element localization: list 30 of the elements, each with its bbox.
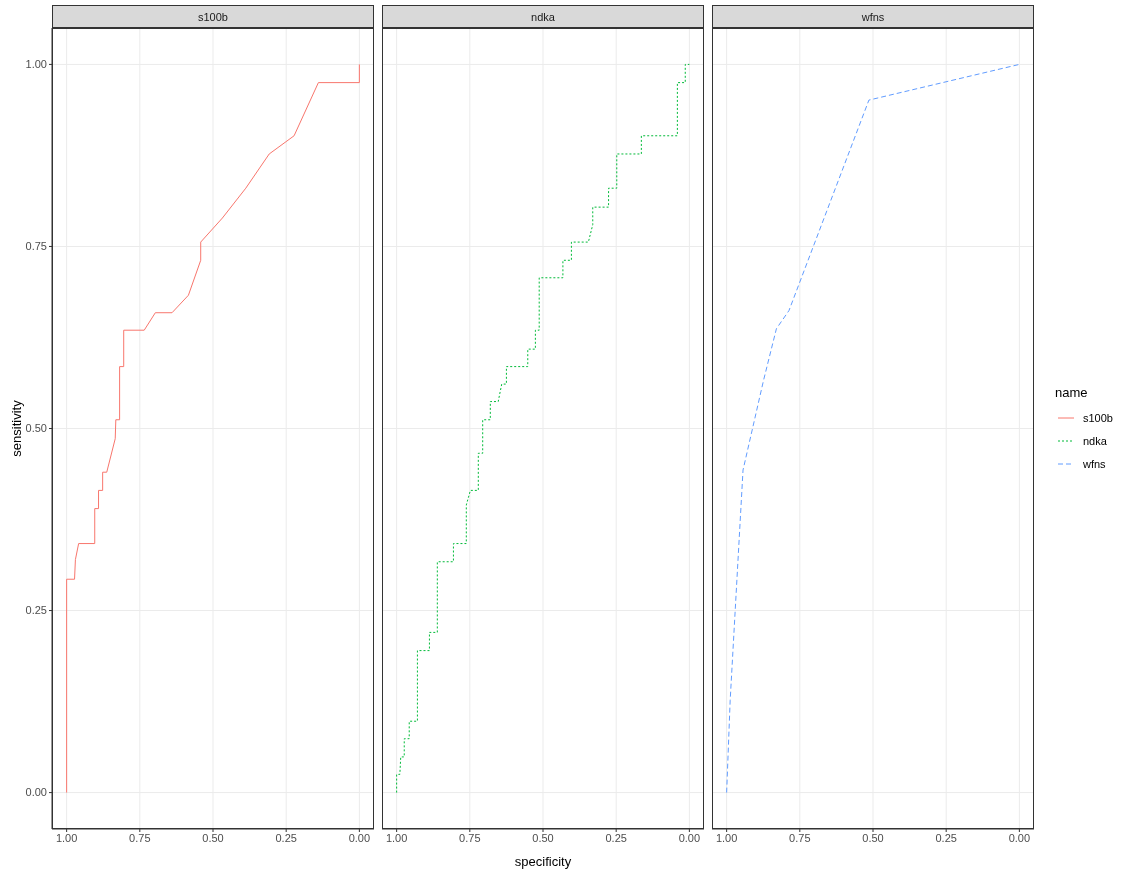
x-tick-label: 0.50: [532, 831, 554, 844]
legend-title: name: [1055, 385, 1089, 400]
legend-label: ndka: [1083, 434, 1107, 447]
chart-title: s100b: [52, 5, 374, 28]
x-tick-label: 1.00: [55, 831, 78, 844]
x-tick-label: 0.00: [678, 831, 701, 844]
y-tick-label: 1.00: [25, 58, 47, 71]
x-tick-label: 0.75: [459, 831, 481, 844]
y-tick-label: 0.50: [25, 422, 47, 435]
x-tick-label: 0.25: [935, 831, 957, 844]
x-tick-label: 0.75: [129, 831, 151, 844]
legend-label: wfns: [1083, 457, 1106, 470]
chart-title: wfns: [712, 5, 1034, 28]
y-axis-title: sensitivity: [8, 399, 24, 457]
x-axis-title: specificity: [514, 854, 572, 869]
y-tick-label: 0.25: [25, 604, 47, 617]
x-tick-label: 0.50: [862, 831, 884, 844]
chart-title: ndka: [382, 5, 704, 28]
line-series: [66, 63, 360, 794]
x-tick-label: 0.50: [202, 831, 224, 844]
x-tick-label: 1.00: [715, 831, 738, 844]
x-tick-label: 0.25: [605, 831, 627, 844]
legend-label: s100b: [1083, 411, 1113, 424]
x-tick-label: 0.75: [789, 831, 811, 844]
x-tick-label: 1.00: [385, 831, 408, 844]
x-tick-label: 0.25: [275, 831, 297, 844]
x-tick-label: 0.00: [348, 831, 371, 844]
y-tick-label: 0.00: [25, 786, 47, 799]
x-tick-label: 0.00: [1008, 831, 1031, 844]
y-tick-label: 0.75: [25, 240, 47, 253]
